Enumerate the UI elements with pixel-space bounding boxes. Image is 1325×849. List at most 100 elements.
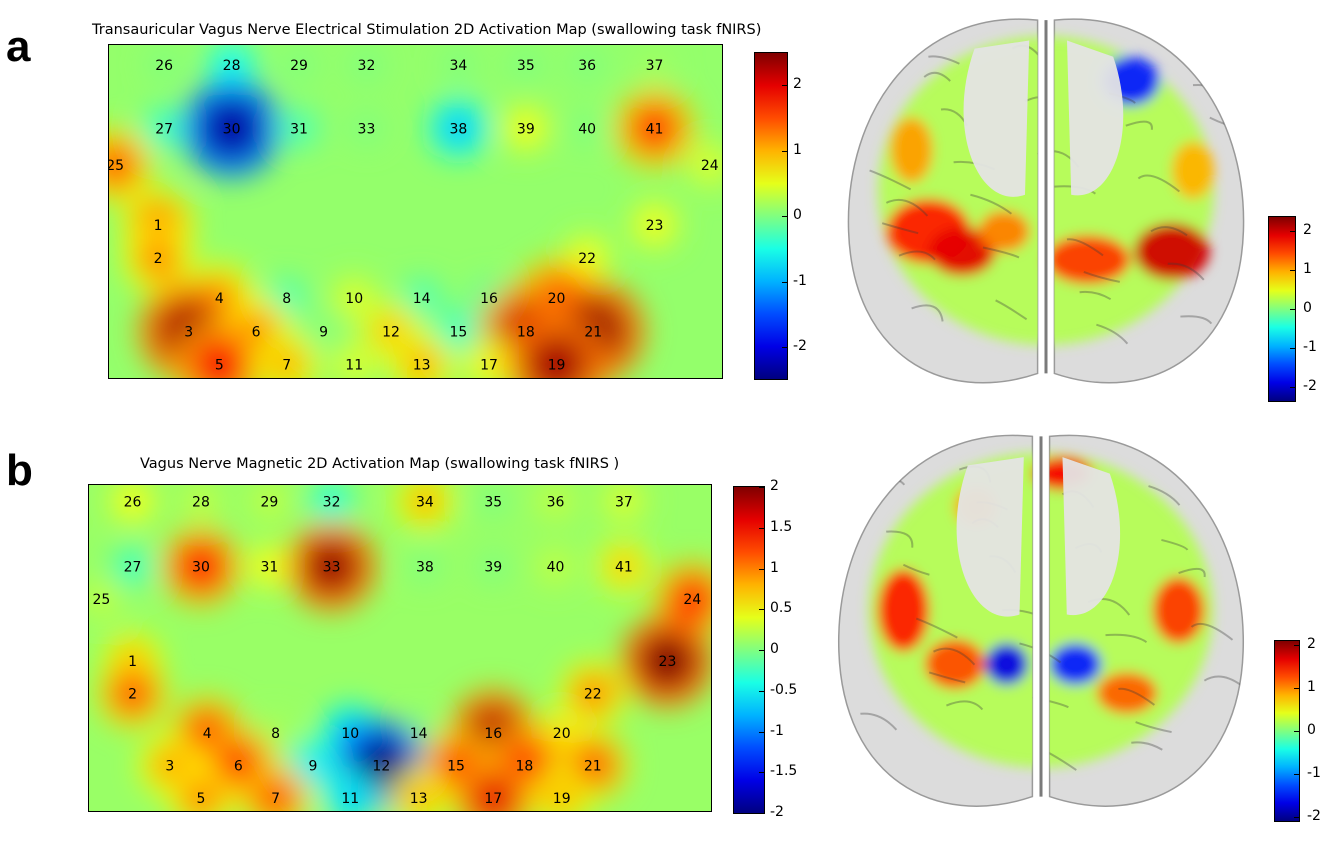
- channel-label: 27: [124, 560, 142, 576]
- colorbar-tick-mark: [1290, 309, 1295, 310]
- activation-patch: [877, 568, 930, 652]
- channel-label: 20: [553, 726, 571, 742]
- channel-label: 30: [192, 560, 210, 576]
- activation-core: [274, 285, 300, 311]
- sulcus-line: [1178, 567, 1206, 578]
- activation-patch: [985, 643, 1029, 685]
- activation-core: [304, 539, 359, 594]
- colorbar-tick-label: 0: [770, 641, 779, 657]
- panel-a-map-colorbar: 2 1 0 -1 -2: [754, 52, 807, 380]
- channel-label: 33: [358, 121, 376, 137]
- panel-b-letter: b: [6, 446, 33, 495]
- colorbar-tick-label: 2: [1303, 222, 1312, 238]
- activation-core: [267, 345, 306, 378]
- sulcus-line: [923, 71, 951, 82]
- channel-label: 36: [547, 494, 565, 510]
- colorbar-tick-label: -2: [1307, 808, 1321, 824]
- activation-core: [256, 488, 283, 514]
- activation-core: [444, 317, 473, 345]
- channel-label: 16: [484, 726, 502, 742]
- channel-label: 41: [615, 560, 633, 576]
- channel-label: 8: [271, 726, 280, 742]
- activation-core: [89, 586, 115, 612]
- channel-label: 12: [382, 324, 400, 340]
- colorbar-tick-mark: [759, 731, 764, 733]
- activation-core: [577, 54, 598, 75]
- panel-b-brain-colorbar: 2 1 0 -1 -2: [1274, 636, 1321, 824]
- channel-label: 13: [413, 358, 431, 374]
- colorbar-tick-mark: [759, 650, 764, 651]
- channel-label: 5: [196, 791, 205, 807]
- channel-label: 38: [449, 121, 467, 137]
- channel-label: 2: [128, 687, 137, 703]
- activation-core: [414, 556, 435, 577]
- activation-core: [525, 333, 588, 378]
- colorbar-tick-mark: [1294, 817, 1299, 818]
- channel-label: 28: [192, 494, 210, 510]
- sulcus-line: [995, 299, 1028, 321]
- channel-label: 4: [215, 291, 224, 307]
- channel-label: 1: [154, 218, 163, 234]
- activation-core: [254, 552, 284, 581]
- activation-core: [289, 54, 310, 75]
- channel-label: 31: [260, 560, 278, 576]
- channel-label: 21: [584, 324, 602, 340]
- activation-core: [607, 550, 641, 583]
- channel-label: 34: [449, 58, 467, 74]
- panel-a-map-title: Transauricular Vagus Nerve Electrical St…: [92, 22, 762, 38]
- activation-core: [440, 110, 477, 147]
- sulcus-line: [902, 563, 930, 576]
- activation-core: [577, 118, 598, 139]
- channel-label: 16: [480, 291, 498, 307]
- activation-core: [317, 487, 346, 515]
- activation-core: [515, 54, 536, 75]
- channel-label: 17: [480, 358, 498, 374]
- channel-label: 14: [410, 726, 428, 742]
- activation-core: [339, 283, 369, 313]
- activation-core: [483, 491, 504, 512]
- activation-core: [150, 114, 178, 142]
- sulcus-line: [970, 193, 1013, 215]
- sulcus-line: [928, 55, 960, 65]
- activation-patch: [924, 639, 986, 689]
- channel-label: 12: [372, 758, 390, 774]
- activation-patch: [1152, 577, 1205, 644]
- activation-core: [510, 112, 542, 144]
- colorbar-tick-label: -1.5: [770, 763, 798, 780]
- colorbar-tick-mark: [1294, 688, 1299, 689]
- sulcus-line: [1096, 323, 1129, 345]
- colorbar-tick-mark: [1290, 387, 1295, 388]
- sulcus-line: [1079, 290, 1112, 301]
- channel-label: 24: [701, 158, 719, 174]
- sulcus-line: [886, 530, 914, 548]
- channel-label: 39: [517, 121, 535, 137]
- channel-label: 18: [517, 324, 535, 340]
- activation-core: [111, 672, 154, 715]
- colorbar-tick-mark: [1290, 231, 1295, 232]
- sulcus-line: [1190, 622, 1234, 641]
- activation-core: [356, 54, 377, 75]
- panel-b-brain-render: [826, 424, 1256, 838]
- activation-core: [572, 744, 614, 787]
- sulcus-line: [1125, 120, 1153, 130]
- activation-core: [216, 49, 247, 81]
- activation-core: [200, 97, 263, 159]
- channel-label: 19: [548, 358, 566, 374]
- sulcus-line: [1083, 270, 1120, 283]
- activation-core: [137, 237, 179, 279]
- sulcus-line: [1131, 741, 1163, 751]
- activation-core: [642, 53, 667, 77]
- colorbar-tick-mark: [1294, 645, 1299, 646]
- channel-label: 36: [578, 58, 596, 74]
- sulcus-line: [1105, 633, 1148, 643]
- channel-label: 5: [215, 358, 224, 374]
- colorbar-tick-label: 0: [1307, 722, 1316, 738]
- activation-core: [151, 747, 188, 784]
- channel-label: 41: [646, 121, 664, 137]
- panel-b-map-colorbar: 2 1.5 1 0.5 0 -0.5 -1 -1.5 -2: [733, 478, 797, 820]
- panel-a-activation-map: 2628293234353637273031333839404125241232…: [108, 44, 723, 379]
- colorbar-tick-label: -1: [1307, 765, 1321, 781]
- colorbar-tick-mark: [759, 527, 764, 529]
- activation-patch: [1049, 643, 1102, 685]
